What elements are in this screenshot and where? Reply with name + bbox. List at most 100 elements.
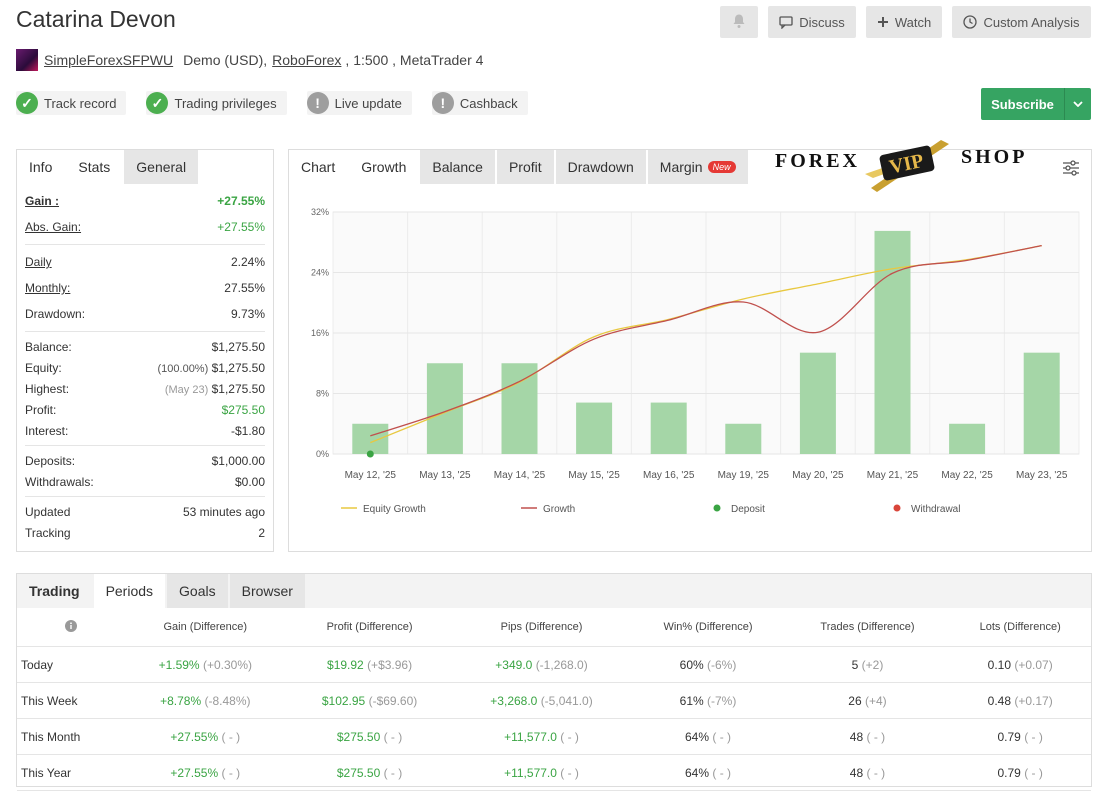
cell-difference: (-1,268.0)	[535, 657, 588, 672]
notification-bell-button[interactable]	[720, 6, 758, 38]
tab-chart[interactable]: Chart	[289, 150, 348, 184]
gain-value: +27.55%	[217, 194, 265, 208]
chart-settings-icon[interactable]	[1061, 158, 1081, 181]
cell-value: +11,577.0	[504, 729, 557, 744]
tab-info[interactable]: Info	[17, 150, 65, 184]
gain-label[interactable]: Gain :	[25, 194, 60, 208]
discuss-button[interactable]: Discuss	[768, 6, 856, 38]
cell-name: This Year	[17, 754, 124, 791]
x-tick-label: May 23, '25	[1016, 470, 1068, 481]
cell-trades: 5 (+2)	[785, 646, 950, 683]
cell-name: Today	[17, 646, 124, 683]
bar	[949, 423, 986, 454]
cell-value: 0.79	[997, 765, 1021, 780]
badge-live-update[interactable]: ! Live update	[306, 91, 412, 115]
new-badge: New	[707, 161, 736, 173]
cell-value: 5	[851, 657, 859, 672]
bar	[501, 363, 538, 454]
tab-profit[interactable]: Profit	[496, 150, 554, 184]
stats-list: Gain : +27.55% Abs. Gain: +27.55% Daily 2.2…	[17, 184, 273, 547]
check-icon: ✓	[146, 92, 169, 114]
legend-swatch	[893, 504, 901, 512]
badge-label: Cashback	[459, 95, 518, 111]
tab-goals[interactable]: Goals	[167, 574, 228, 608]
watermark-right: SHOP	[961, 146, 1027, 168]
system-name-link[interactable]: SimpleForexSFPWU	[44, 52, 174, 68]
tab-trading[interactable]: Trading	[17, 574, 92, 608]
cell-win: 60% (-6%)	[630, 646, 786, 683]
x-tick-label: May 20, '25	[792, 470, 844, 481]
cell-value: 0.79	[997, 729, 1021, 744]
badge-cashback[interactable]: ! Cashback	[431, 91, 528, 115]
chart-tabs: Chart Growth Balance Profit Drawdown Mar…	[289, 150, 1091, 184]
badge-track-record[interactable]: ✓ Track record	[16, 91, 127, 115]
profit-value: $275.50	[221, 402, 265, 417]
deposits-value: $1,000.00	[211, 453, 265, 468]
col-gain: Gain (Difference)	[124, 608, 287, 647]
tab-margin-label: Margin	[659, 159, 703, 175]
equity-note: (100.00%)	[157, 362, 209, 375]
cell-difference: ( - )	[560, 729, 579, 744]
daily-label[interactable]: Daily	[25, 255, 52, 269]
exclamation-icon: !	[306, 92, 329, 114]
tab-growth[interactable]: Growth	[349, 150, 419, 184]
col-win: Win% (Difference)	[630, 608, 786, 647]
cell-difference: ( - )	[1024, 729, 1043, 744]
account-leverage: , 1:500 , MetaTrader 4	[345, 52, 484, 68]
chevron-down-icon[interactable]	[1064, 88, 1091, 120]
bar	[426, 363, 463, 454]
updated-label: Updated	[25, 504, 71, 519]
cell-profit: $102.95 (-$69.60)	[286, 682, 453, 719]
cell-value: $19.92	[327, 657, 364, 672]
monthly-label[interactable]: Monthly:	[25, 281, 71, 295]
cell-value: 61%	[679, 693, 704, 708]
clock-icon	[963, 15, 978, 29]
badge-trading-privileges[interactable]: ✓ Trading privileges	[146, 91, 287, 115]
cell-difference: ( - )	[866, 729, 886, 744]
subscribe-label: Subscribe	[991, 96, 1054, 112]
bar	[576, 402, 613, 454]
tab-periods[interactable]: Periods	[93, 574, 166, 608]
cell-value: +27.55%	[170, 765, 219, 780]
subscribe-button[interactable]: Subscribe	[981, 88, 1091, 120]
interest-label: Interest:	[25, 423, 69, 438]
tab-balance[interactable]: Balance	[420, 150, 495, 184]
monthly-value: 27.55%	[224, 281, 265, 295]
table-header-row: Gain (Difference) Profit (Difference) Pi…	[17, 608, 1091, 647]
legend-label: Withdrawal	[911, 504, 960, 515]
cell-lots: 0.79 ( - )	[949, 754, 1091, 791]
tab-stats[interactable]: Stats	[66, 150, 123, 184]
cell-pips: +3,268.0 (-5,041.0)	[452, 682, 631, 719]
highest-value: $1,275.50	[211, 381, 265, 396]
tab-general[interactable]: General	[124, 150, 199, 184]
cell-lots: 0.48 (+0.17)	[949, 682, 1091, 719]
badge-label: Live update	[334, 95, 402, 111]
info-icon[interactable]	[17, 608, 124, 647]
cell-difference: ( - )	[866, 765, 886, 780]
discuss-label: Discuss	[799, 14, 845, 30]
tab-browser[interactable]: Browser	[229, 574, 305, 608]
tab-margin[interactable]: Margin New	[647, 150, 748, 184]
drawdown-label: Drawdown:	[25, 307, 86, 321]
cell-difference: ( - )	[712, 765, 732, 780]
broker-link[interactable]: RoboForex	[272, 52, 342, 68]
periods-table: Gain (Difference) Profit (Difference) Pi…	[17, 608, 1091, 791]
tab-drawdown[interactable]: Drawdown	[555, 150, 646, 184]
x-tick-label: May 12, '25	[345, 470, 397, 481]
cell-pips: +349.0 (-1,268.0)	[452, 646, 631, 683]
cell-value: +3,268.0	[490, 693, 538, 708]
abs-gain-label[interactable]: Abs. Gain:	[25, 220, 82, 234]
col-trades: Trades (Difference)	[785, 608, 950, 647]
bar	[650, 402, 687, 454]
x-tick-label: May 19, '25	[718, 470, 770, 481]
bar	[1023, 352, 1060, 454]
watermark-left: FOREX	[775, 150, 860, 172]
watch-button[interactable]: Watch	[866, 6, 942, 38]
account-info: SimpleForexSFPWU Demo (USD), RoboForex ,…	[16, 49, 483, 71]
cell-win: 61% (-7%)	[630, 682, 786, 719]
cell-difference: ( - )	[1024, 765, 1043, 780]
badge-label: Trading privileges	[174, 95, 277, 111]
custom-analysis-button[interactable]: Custom Analysis	[952, 6, 1091, 38]
x-tick-label: May 13, '25	[419, 470, 471, 481]
cell-trades: 26 (+4)	[785, 682, 950, 719]
